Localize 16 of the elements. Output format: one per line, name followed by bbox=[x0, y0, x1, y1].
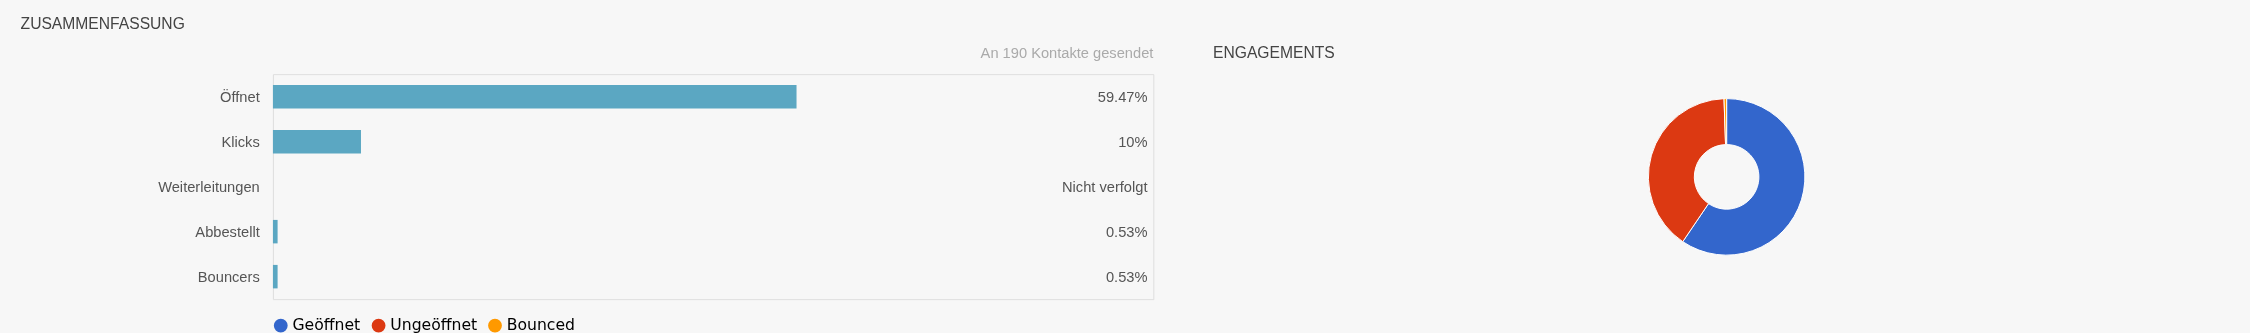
y-tick-label: Bouncers bbox=[197, 268, 260, 285]
data-label: 0.53% bbox=[1105, 223, 1148, 240]
legend-label: Ungeöffnet bbox=[390, 315, 478, 333]
y-tick-label: Weiterleitungen bbox=[158, 178, 260, 195]
y-tick-label: Klicks bbox=[221, 133, 260, 150]
text: ZUSAMMENFASSUNG bbox=[20, 15, 185, 33]
legend-label: Bounced bbox=[506, 315, 576, 333]
chart-subtitle: An 190 Kontakte gesendet bbox=[980, 44, 1154, 61]
legend-label: Geöffnet bbox=[292, 315, 361, 333]
data-label: 0.53% bbox=[1105, 268, 1148, 285]
data-label: 59.47% bbox=[1097, 88, 1148, 105]
chart-title: ENGAGEMENTS bbox=[1213, 43, 1335, 61]
y-tick-label: Abbestellt bbox=[195, 223, 260, 240]
text: Nicht verfolgt bbox=[1061, 178, 1148, 195]
data-label: 10% bbox=[1118, 133, 1148, 150]
y-tick-label: Öffnet bbox=[220, 87, 260, 105]
